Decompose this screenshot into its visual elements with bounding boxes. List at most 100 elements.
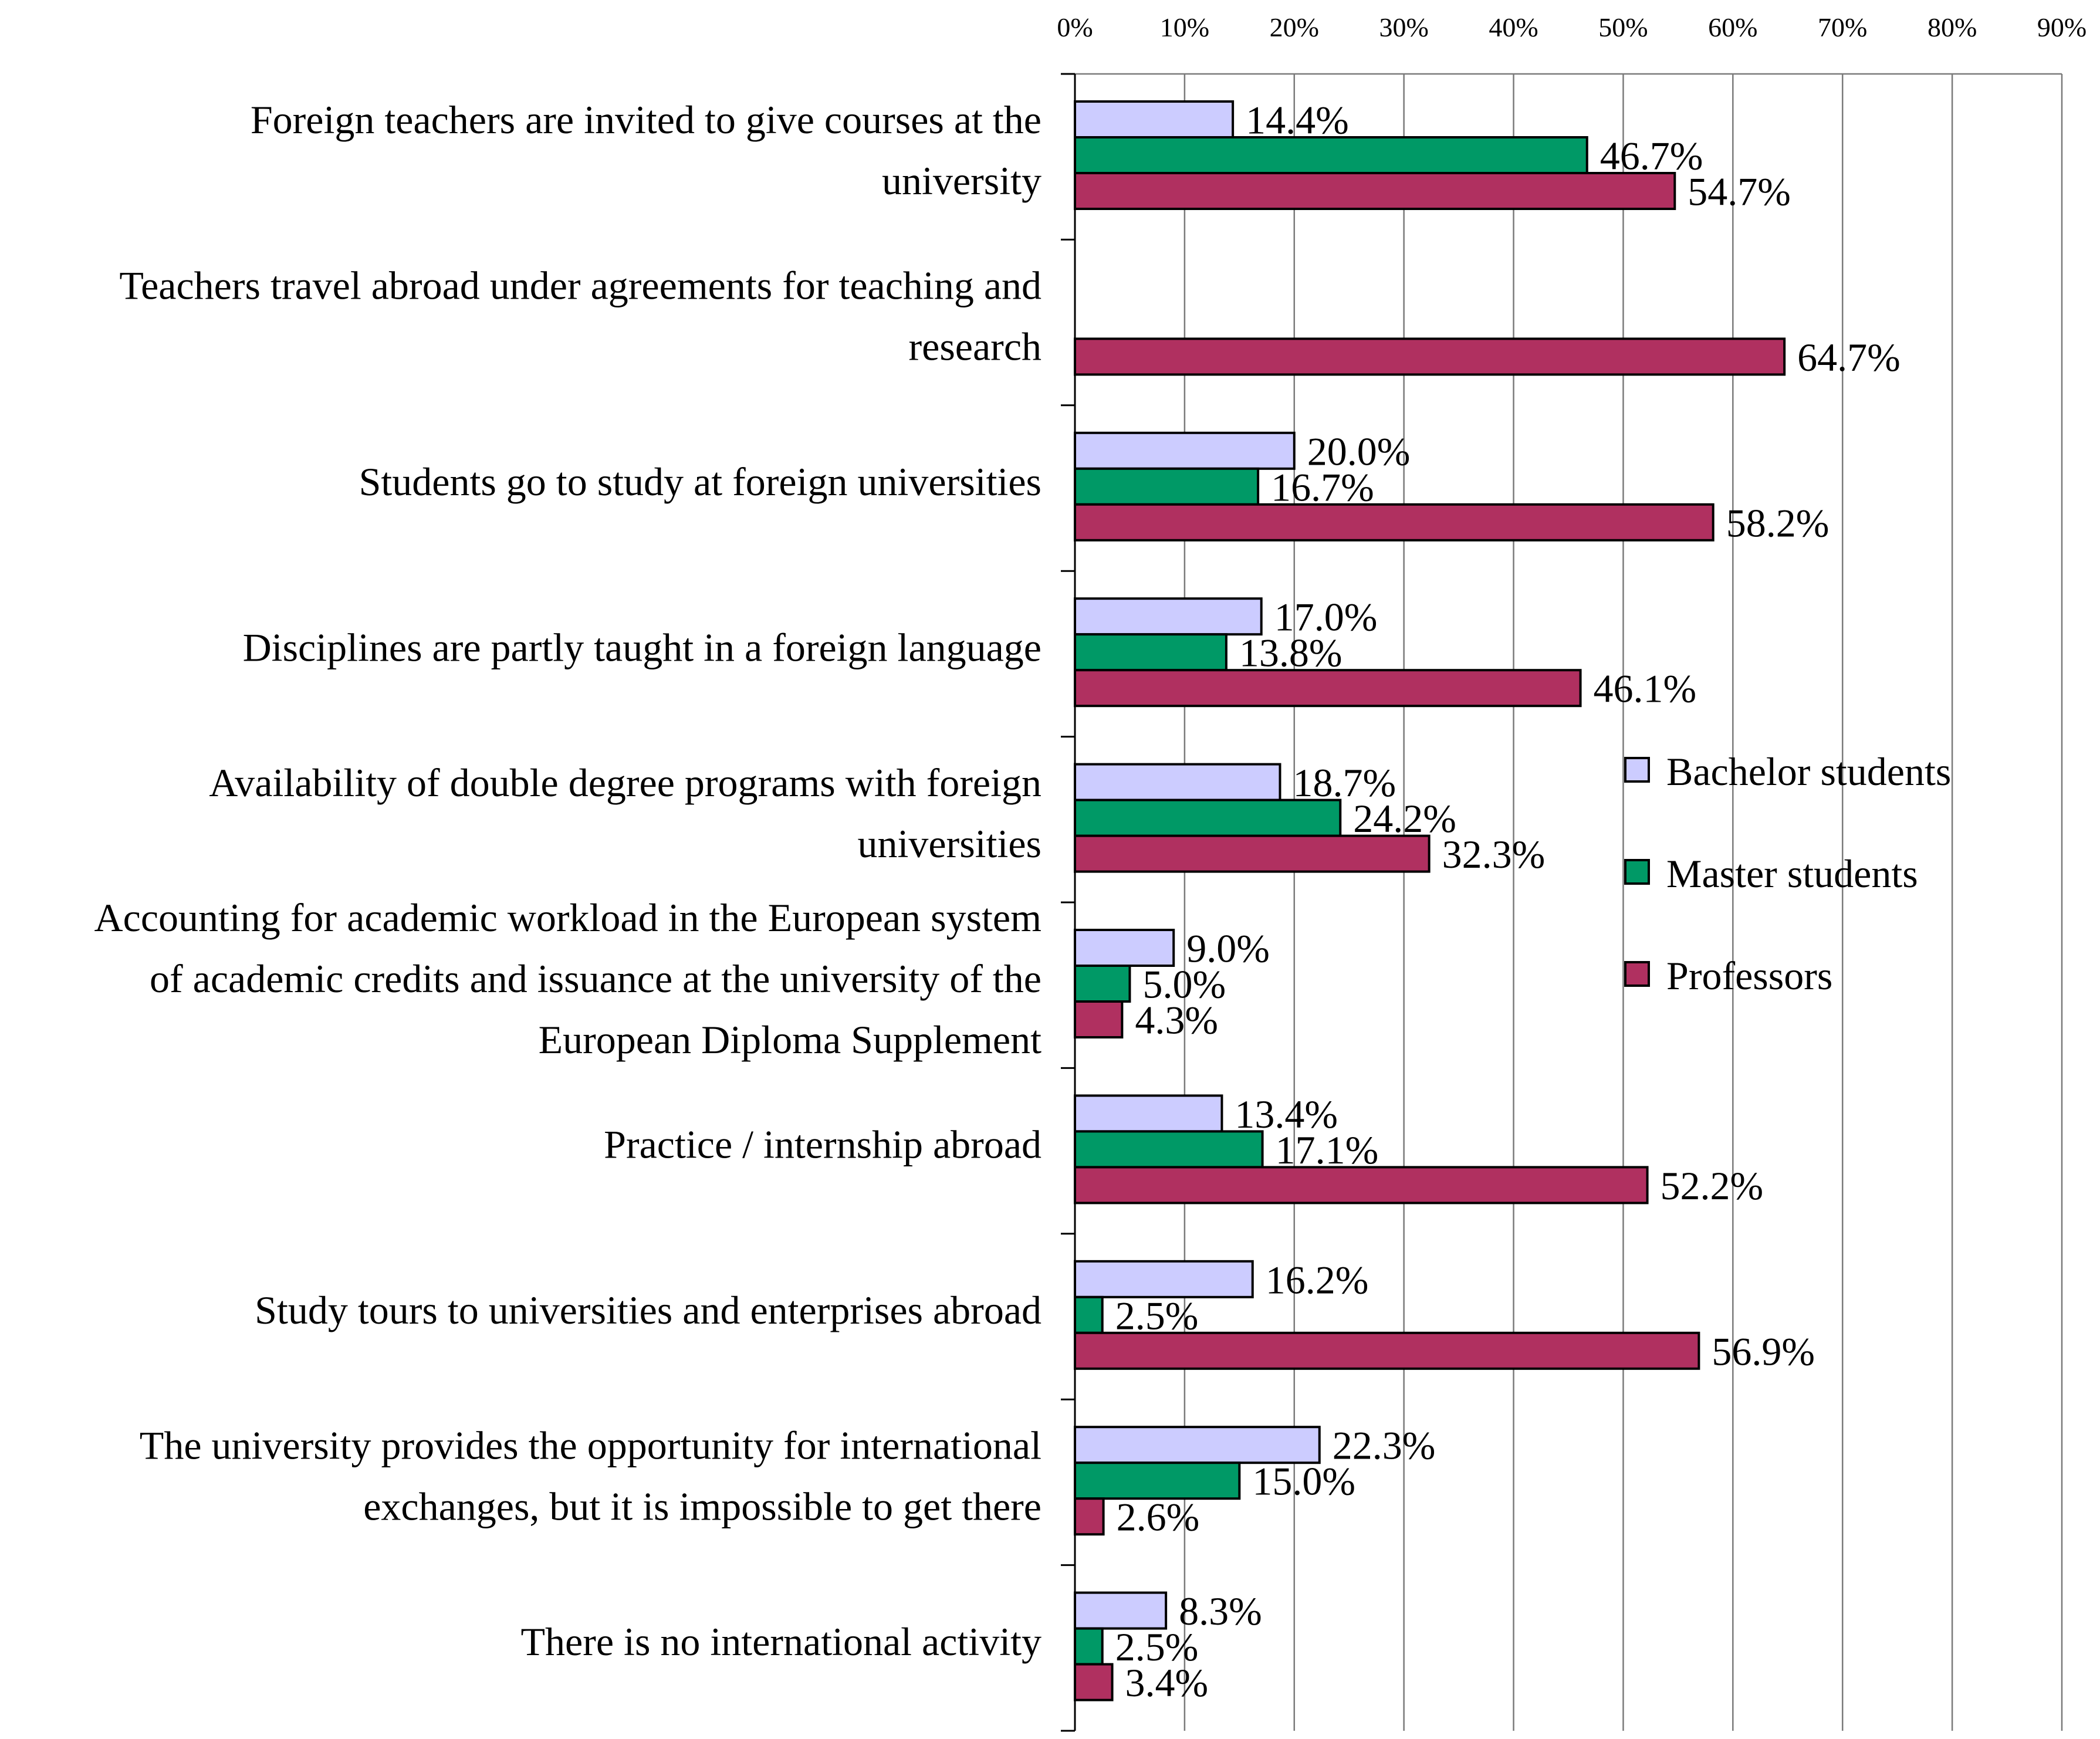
- value-label: 64.7%: [1797, 335, 1901, 380]
- bar-professors: [1074, 172, 1676, 210]
- category-label-line: The university provides the opportunity …: [140, 1423, 1041, 1467]
- category-label-line: Students go to study at foreign universi…: [359, 459, 1041, 504]
- category-label-line: Study tours to universities and enterpri…: [255, 1288, 1041, 1332]
- bar-professors: [1074, 1331, 1700, 1370]
- bar-bachelor-students: [1074, 1591, 1168, 1630]
- category-label-line: Disciplines are partly taught in a forei…: [243, 625, 1041, 669]
- category-labels: Foreign teachers are invited to give cou…: [94, 97, 1042, 1664]
- value-label: 2.5%: [1115, 1625, 1199, 1669]
- category-label-line: Teachers travel abroad under agreements …: [119, 263, 1041, 308]
- value-label: 46.7%: [1600, 134, 1703, 178]
- category-label: There is no international activity: [521, 1619, 1042, 1664]
- value-label: 16.2%: [1266, 1257, 1369, 1302]
- category-label-line: European Diploma Supplement: [539, 1017, 1041, 1062]
- x-tick-label: 90%: [2037, 12, 2087, 42]
- bar-bachelor-students: [1074, 100, 1235, 138]
- category-label: The university provides the opportunity …: [140, 1423, 1041, 1528]
- x-tick-label: 80%: [1927, 12, 1977, 42]
- category-label-line: exchanges, but it is impossible to get t…: [363, 1484, 1041, 1528]
- category-label-line: of academic credits and issuance at the …: [150, 956, 1041, 1001]
- category-label-line: Accounting for academic workload in the …: [94, 895, 1041, 940]
- value-label: 8.3%: [1179, 1589, 1262, 1633]
- bar-bachelor-students: [1074, 929, 1175, 967]
- value-label: 46.1%: [1594, 666, 1697, 711]
- bar-bachelor-students: [1074, 597, 1263, 636]
- value-label: 58.2%: [1726, 500, 1830, 545]
- value-label: 4.3%: [1135, 998, 1218, 1043]
- category-label-line: university: [882, 158, 1041, 203]
- bar-professors: [1074, 1166, 1649, 1205]
- bar-master-students: [1074, 1627, 1104, 1666]
- value-label: 17.1%: [1276, 1128, 1379, 1172]
- bar-bachelor-students: [1074, 763, 1281, 801]
- value-label: 22.3%: [1333, 1423, 1436, 1468]
- category-label: Disciplines are partly taught in a forei…: [243, 625, 1041, 669]
- value-label: 13.8%: [1239, 631, 1342, 675]
- bar-master-students: [1074, 965, 1131, 1003]
- x-tick-label: 20%: [1270, 12, 1319, 42]
- bars: [1074, 100, 1786, 1701]
- bar-master-students: [1074, 1130, 1264, 1169]
- bar-professors: [1074, 1000, 1124, 1038]
- bar-professors: [1074, 1497, 1105, 1536]
- x-axis-ticks: 0% 10% 20% 30% 40% 50% 60% 70% 80% 90%: [1057, 12, 2087, 42]
- bar-bachelor-students: [1074, 1426, 1321, 1464]
- value-labels: 14.4% 20.0% 17.0% 18.7% 9.0% 13.4% 16.2% 22.3% 8…: [1115, 98, 1901, 1706]
- bar-bachelor-students: [1074, 1094, 1223, 1133]
- value-label: 20.0%: [1307, 429, 1411, 473]
- x-tick-label: 50%: [1598, 12, 1648, 42]
- legend-swatch: [1624, 859, 1650, 885]
- legend-swatch: [1624, 961, 1650, 987]
- value-label: 54.7%: [1688, 170, 1791, 214]
- x-tick-label: 40%: [1489, 12, 1538, 42]
- bar-master-students: [1074, 1461, 1241, 1500]
- bar-professors: [1074, 834, 1431, 873]
- category-label-line: Foreign teachers are invited to give cou…: [251, 97, 1041, 142]
- category-label: Foreign teachers are invited to give cou…: [251, 97, 1041, 203]
- category-label: Teachers travel abroad under agreements …: [119, 263, 1041, 369]
- category-label: Students go to study at foreign universi…: [359, 459, 1041, 504]
- value-label: 2.6%: [1117, 1495, 1200, 1540]
- category-label: Study tours to universities and enterpri…: [255, 1288, 1041, 1332]
- value-label: 17.0%: [1274, 595, 1378, 640]
- category-label: Accounting for academic workload in the …: [94, 895, 1042, 1062]
- x-tick-label: 0%: [1057, 12, 1093, 42]
- bar-master-students: [1074, 799, 1342, 837]
- value-label: 18.7%: [1293, 760, 1396, 805]
- value-label: 9.0%: [1186, 926, 1270, 971]
- value-label: 16.7%: [1271, 465, 1374, 509]
- value-label: 3.4%: [1125, 1660, 1209, 1705]
- bar-professors: [1074, 1663, 1114, 1701]
- legend: Bachelor students Master students Professo…: [1624, 749, 1951, 998]
- value-label: 24.2%: [1353, 796, 1456, 841]
- bar-bachelor-students: [1074, 431, 1296, 470]
- bar-master-students: [1074, 633, 1227, 672]
- category-label-line: research: [909, 324, 1041, 369]
- legend-label: Master students: [1666, 851, 1918, 896]
- category-label: Practice / internship abroad: [604, 1122, 1041, 1167]
- value-label: 56.9%: [1712, 1329, 1815, 1373]
- bar-master-students: [1074, 136, 1588, 174]
- value-label: 13.4%: [1235, 1092, 1338, 1136]
- bar-bachelor-students: [1074, 1260, 1254, 1298]
- legend-label: Professors: [1666, 953, 1832, 998]
- legend-swatch: [1624, 757, 1650, 783]
- value-label: 52.2%: [1661, 1163, 1764, 1208]
- x-tick-label: 60%: [1708, 12, 1757, 42]
- category-label-line: Practice / internship abroad: [604, 1122, 1041, 1167]
- bar-professors: [1074, 503, 1715, 542]
- bar-master-students: [1074, 467, 1260, 506]
- category-label: Availability of double degree programs w…: [209, 760, 1041, 866]
- value-label: 5.0%: [1142, 962, 1226, 1007]
- bar-master-students: [1074, 1295, 1104, 1334]
- value-label: 14.4%: [1246, 98, 1349, 143]
- value-label: 2.5%: [1115, 1293, 1199, 1338]
- legend-label: Bachelor students: [1666, 749, 1951, 794]
- x-tick-label: 70%: [1818, 12, 1867, 42]
- value-label: 32.3%: [1442, 832, 1546, 877]
- category-label-line: Availability of double degree programs w…: [209, 760, 1041, 805]
- category-label-line: There is no international activity: [521, 1619, 1042, 1664]
- bar-professors: [1074, 337, 1786, 376]
- x-tick-label: 30%: [1379, 12, 1429, 42]
